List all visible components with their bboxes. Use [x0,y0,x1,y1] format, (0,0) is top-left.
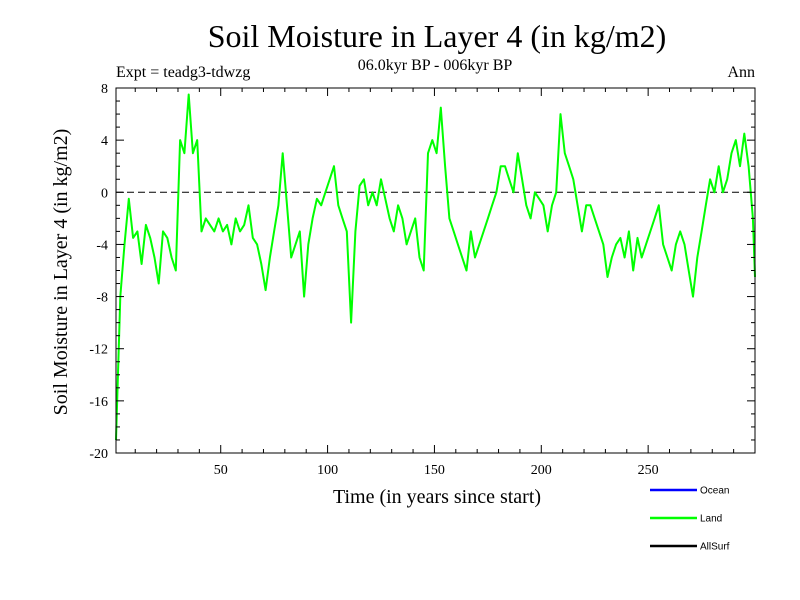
x-tick-label: 250 [638,463,659,478]
plot-area: 50 100 150 200 250 8 4 0 -4 -8 -12 -16 -20 [89,82,756,478]
legend-label-ocean: Ocean [700,486,729,497]
y-tick-label: -8 [96,291,108,306]
x-tick-label: 100 [317,463,338,478]
plot-frame [115,87,756,454]
y-axis-label: Soil Moisture in Layer 4 (in kg/m2) [50,129,72,416]
y-tick-label: -20 [89,447,108,462]
y-tick-label: 4 [101,134,108,149]
chart-title: Soil Moisture in Layer 4 (in kg/m2) [208,18,667,54]
x-tick-label: 200 [531,463,552,478]
season-label: Ann [727,64,755,81]
y-tick-label: 8 [101,82,108,97]
y-tick-label: 0 [101,186,108,201]
expt-label: Expt = teadg3-tdwzg [116,64,250,81]
legend-label-land: Land [700,514,722,525]
y-tick-label: -4 [96,238,108,253]
legend: Ocean Land AllSurf [650,486,730,553]
y-tick-label: -12 [89,343,108,358]
legend-label-allsurf: AllSurf [700,542,730,553]
series-line-land [115,93,756,441]
x-axis-label: Time (in years since start) [333,486,541,508]
y-tick-label: -16 [89,395,108,410]
x-tick-label: 50 [214,463,228,478]
chart-subtitle: 06.0kyr BP - 006kyr BP [358,57,513,74]
x-tick-label: 150 [424,463,445,478]
